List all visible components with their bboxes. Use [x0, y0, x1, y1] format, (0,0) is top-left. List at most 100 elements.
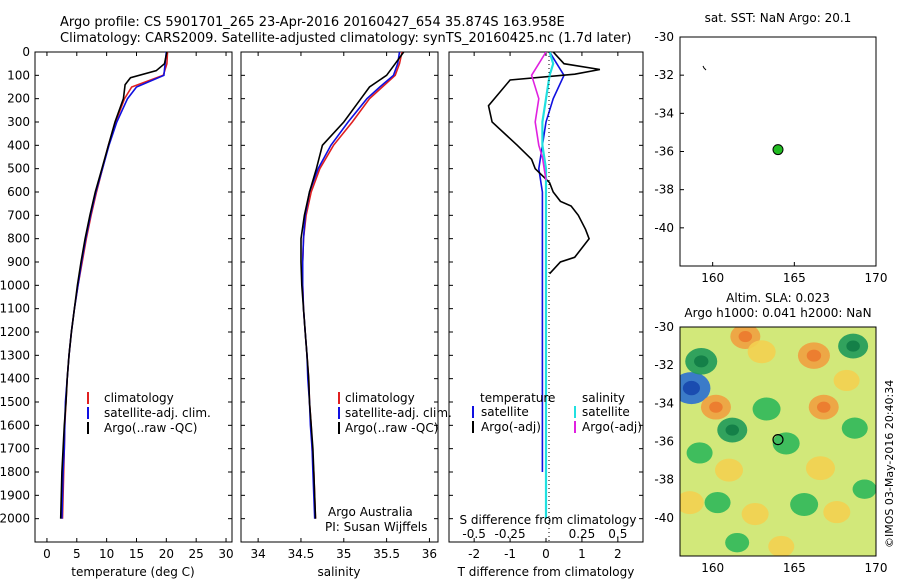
difference-series [487, 52, 601, 519]
series-temperature-satellite [537, 52, 565, 472]
map-y-tick-label: -40 [654, 221, 674, 235]
temperature-axis-label: temperature (deg C) [71, 565, 194, 579]
x-tick-label: 36 [422, 547, 437, 561]
s-difference-axis-label: S difference from climatology [460, 513, 637, 527]
sla-anomaly-core [682, 380, 700, 396]
sla-heatmap-field [680, 327, 876, 556]
y-tick-label: 800 [7, 232, 30, 246]
map-x-tick-label: 170 [865, 271, 888, 285]
sla-anomaly-blob [747, 340, 776, 364]
sla-map-title-line-1: Altim. SLA: 0.023 [726, 291, 830, 305]
x-tick-label: -2 [468, 547, 480, 561]
y-tick-label: 200 [7, 92, 30, 106]
y-tick-label: 1800 [0, 465, 30, 479]
sla-anomaly-core [725, 424, 740, 436]
sst-map-axis-ticks: 160 165 170 -30 -32 -34 -36 -38 -40 [654, 30, 887, 285]
salinity-series [300, 51, 405, 519]
argo-australia-label: Argo Australia [328, 505, 413, 519]
x-tick-label: 34 [250, 547, 265, 561]
x-tick-label: 34.5 [288, 547, 315, 561]
series-climatology [301, 51, 403, 519]
figure-title-line-2: Climatology: CARS2009. Satellite-adjuste… [60, 31, 632, 46]
sla-anomaly-blob [752, 397, 781, 421]
y-tick-label: 1600 [0, 418, 30, 432]
sla-anomaly-core [846, 340, 860, 352]
series-salinity-argo-adj- [530, 52, 547, 181]
x-tick-label: 35 [336, 547, 351, 561]
temperature-panel-frame [34, 51, 233, 543]
y-tick-label: 100 [7, 68, 30, 82]
y-tick-label: 1000 [0, 278, 30, 292]
x-tick-label: 2 [614, 547, 622, 561]
map-x-tick-label: 160 [701, 271, 724, 285]
series-argo-raw-qc- [300, 51, 405, 519]
y-tick-label: 300 [7, 115, 30, 129]
y-tick-label: 900 [7, 255, 30, 269]
x-tick-label-salinity: -0.5 [462, 527, 485, 541]
map-y-tick-label: -36 [654, 435, 674, 449]
sla-anomaly-blob [823, 501, 851, 524]
sla-anomaly-core [709, 401, 723, 413]
salinity-axis-label: salinity [317, 565, 360, 579]
sla-anomaly-core [694, 355, 709, 368]
salinity-legend: climatology satellite-adj. clim. Argo(..… [338, 391, 452, 435]
sla-anomaly-blob [680, 491, 704, 515]
x-tick-label: 0 [43, 547, 51, 561]
sla-map-frame [679, 326, 877, 557]
x-tick-label: 5 [73, 547, 81, 561]
sla-anomaly-blob [841, 417, 868, 439]
x-tick-label: 10 [99, 547, 114, 561]
series-salinity-satellite [541, 52, 555, 519]
map-y-tick-label: -30 [654, 30, 674, 44]
legend-label-satellite: satellite-adj. clim. [104, 406, 211, 420]
sla-anomaly-blob [772, 432, 800, 455]
map-y-tick-label: -32 [654, 358, 674, 372]
salinity-axis-ticks: 34 34.5 35 35.5 36 [241, 51, 438, 561]
map-y-tick-label: -38 [654, 183, 674, 197]
x-tick-label: 20 [159, 547, 174, 561]
legend-label-climatology: climatology [104, 391, 174, 405]
legend-title-temperature: temperature [480, 391, 555, 405]
x-tick-label: 0 [542, 547, 550, 561]
sla-anomaly-blob [805, 456, 835, 481]
y-tick-label: 1200 [0, 325, 30, 339]
map-x-tick-label: 165 [783, 561, 806, 575]
y-tick-label: 1400 [0, 372, 30, 386]
series-satellite-adj-clim- [301, 51, 401, 519]
sst-map-coastline-fragment [702, 65, 707, 71]
float-position-marker [772, 144, 784, 156]
legend-label-t-satellite: satellite [481, 405, 529, 419]
map-y-tick-label: -32 [654, 68, 674, 82]
difference-legend-salinity: salinity satellite Argo(-adj) [574, 391, 642, 434]
x-tick-label-salinity: 0.5 [608, 527, 627, 541]
difference-axis-ticks: -2 -1 0 1 2 -0.5 -0.25 0.25 0.5 [449, 51, 643, 561]
map-y-tick-label: -34 [654, 396, 674, 410]
legend-label-t-argo: Argo(-adj) [481, 420, 541, 434]
y-tick-label: 400 [7, 138, 30, 152]
sst-map-points [772, 144, 784, 156]
x-tick-label: 35.5 [373, 547, 400, 561]
sla-anomaly-blob [715, 458, 743, 482]
map-x-tick-label: 170 [865, 561, 888, 575]
figure-title-line-1: Argo profile: CS 5901701_265 23-Apr-2016… [60, 15, 565, 30]
legend-label-s-satellite: satellite [582, 405, 630, 419]
map-x-tick-label: 165 [783, 271, 806, 285]
sla-map-points [772, 433, 784, 446]
map-y-tick-label: -38 [654, 473, 674, 487]
map-x-tick-label: 160 [701, 561, 724, 575]
y-tick-label: 1700 [0, 442, 30, 456]
temperature-axis-ticks: 0100200300400500600700800900100011001200… [0, 45, 234, 561]
sla-anomaly-blob [790, 492, 819, 516]
x-tick-label: 25 [189, 547, 204, 561]
x-tick-label-salinity: 0.25 [569, 527, 596, 541]
legend-label-s-argo: Argo(-adj) [582, 420, 642, 434]
sla-anomaly-blob [768, 535, 795, 556]
y-tick-label: 1500 [0, 395, 30, 409]
y-tick-label: 1300 [0, 348, 30, 362]
sla-anomaly-blob [741, 502, 769, 526]
sla-anomaly-blob [833, 369, 860, 392]
map-y-tick-label: -36 [654, 145, 674, 159]
sla-anomaly-blob [852, 479, 876, 499]
imos-credit: ©IMOS 03-May-2016 20:40:34 [883, 380, 896, 548]
